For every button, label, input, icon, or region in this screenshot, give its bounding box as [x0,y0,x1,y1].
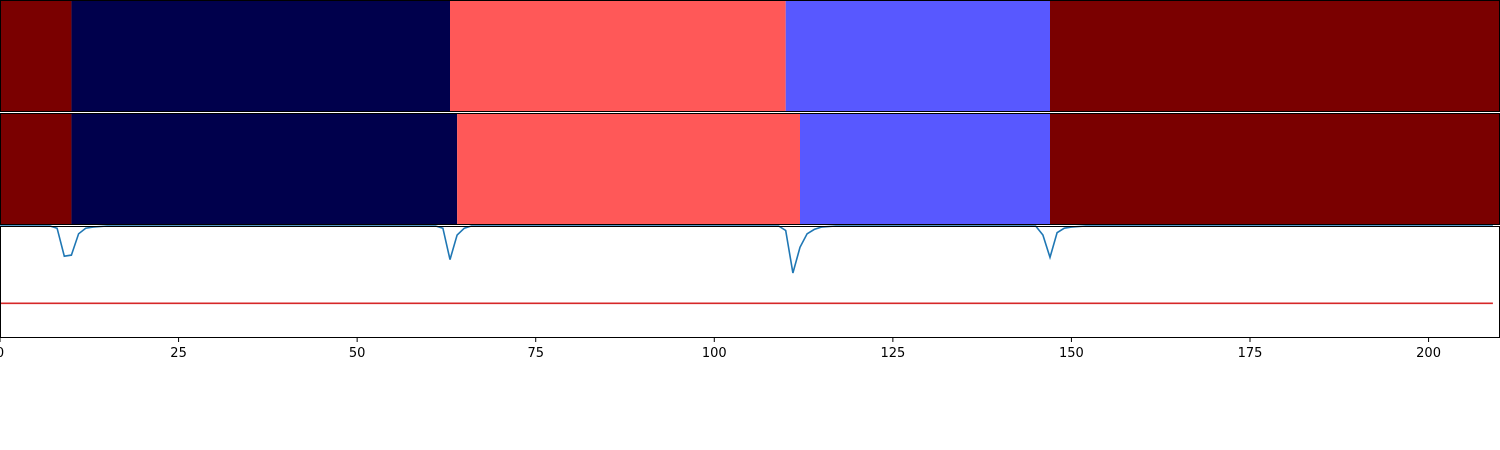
segment-1-3 [450,0,786,112]
x-tick-label: 200 [1416,346,1441,361]
segment-2-3 [457,113,800,225]
x-tick-label: 50 [349,346,366,361]
x-tick-label: 125 [880,346,905,361]
segment-row-1 [0,0,1500,112]
segment-1-2 [71,0,450,112]
segment-2-2 [71,113,458,225]
line-panel-frame [0,226,1500,338]
x-tick-label: 175 [1238,346,1263,361]
segment-rows [0,0,1500,225]
segment-2-4 [800,113,1050,225]
segment-row-2 [0,113,1500,225]
x-tick-label: 150 [1059,346,1084,361]
x-tick-label: 100 [702,346,727,361]
x-tick-label: 25 [170,346,187,361]
segment-1-1 [0,0,72,112]
line-panel [0,225,1500,338]
segment-2-1 [0,113,72,225]
x-axis: 0 25 50 75 100 125 150 175 200 [0,338,1441,361]
segment-1-4 [785,0,1050,112]
segment-1-5 [1050,0,1500,112]
x-tick-label: 75 [527,346,544,361]
segment-2-5 [1050,113,1500,225]
line-series-1 [0,225,1493,274]
x-tick-label: 0 [0,346,4,361]
